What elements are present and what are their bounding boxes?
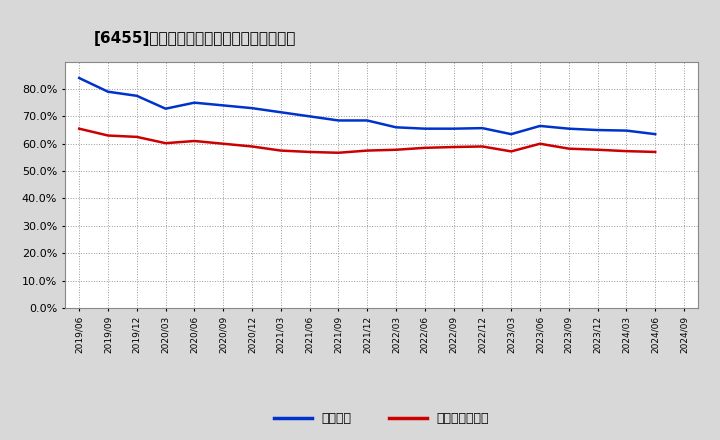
Text: [6455]　固定比率、固定長期適合率の推移: [6455] 固定比率、固定長期適合率の推移: [94, 31, 296, 46]
Legend: 固定比率, 固定長期適合率: 固定比率, 固定長期適合率: [269, 407, 494, 430]
